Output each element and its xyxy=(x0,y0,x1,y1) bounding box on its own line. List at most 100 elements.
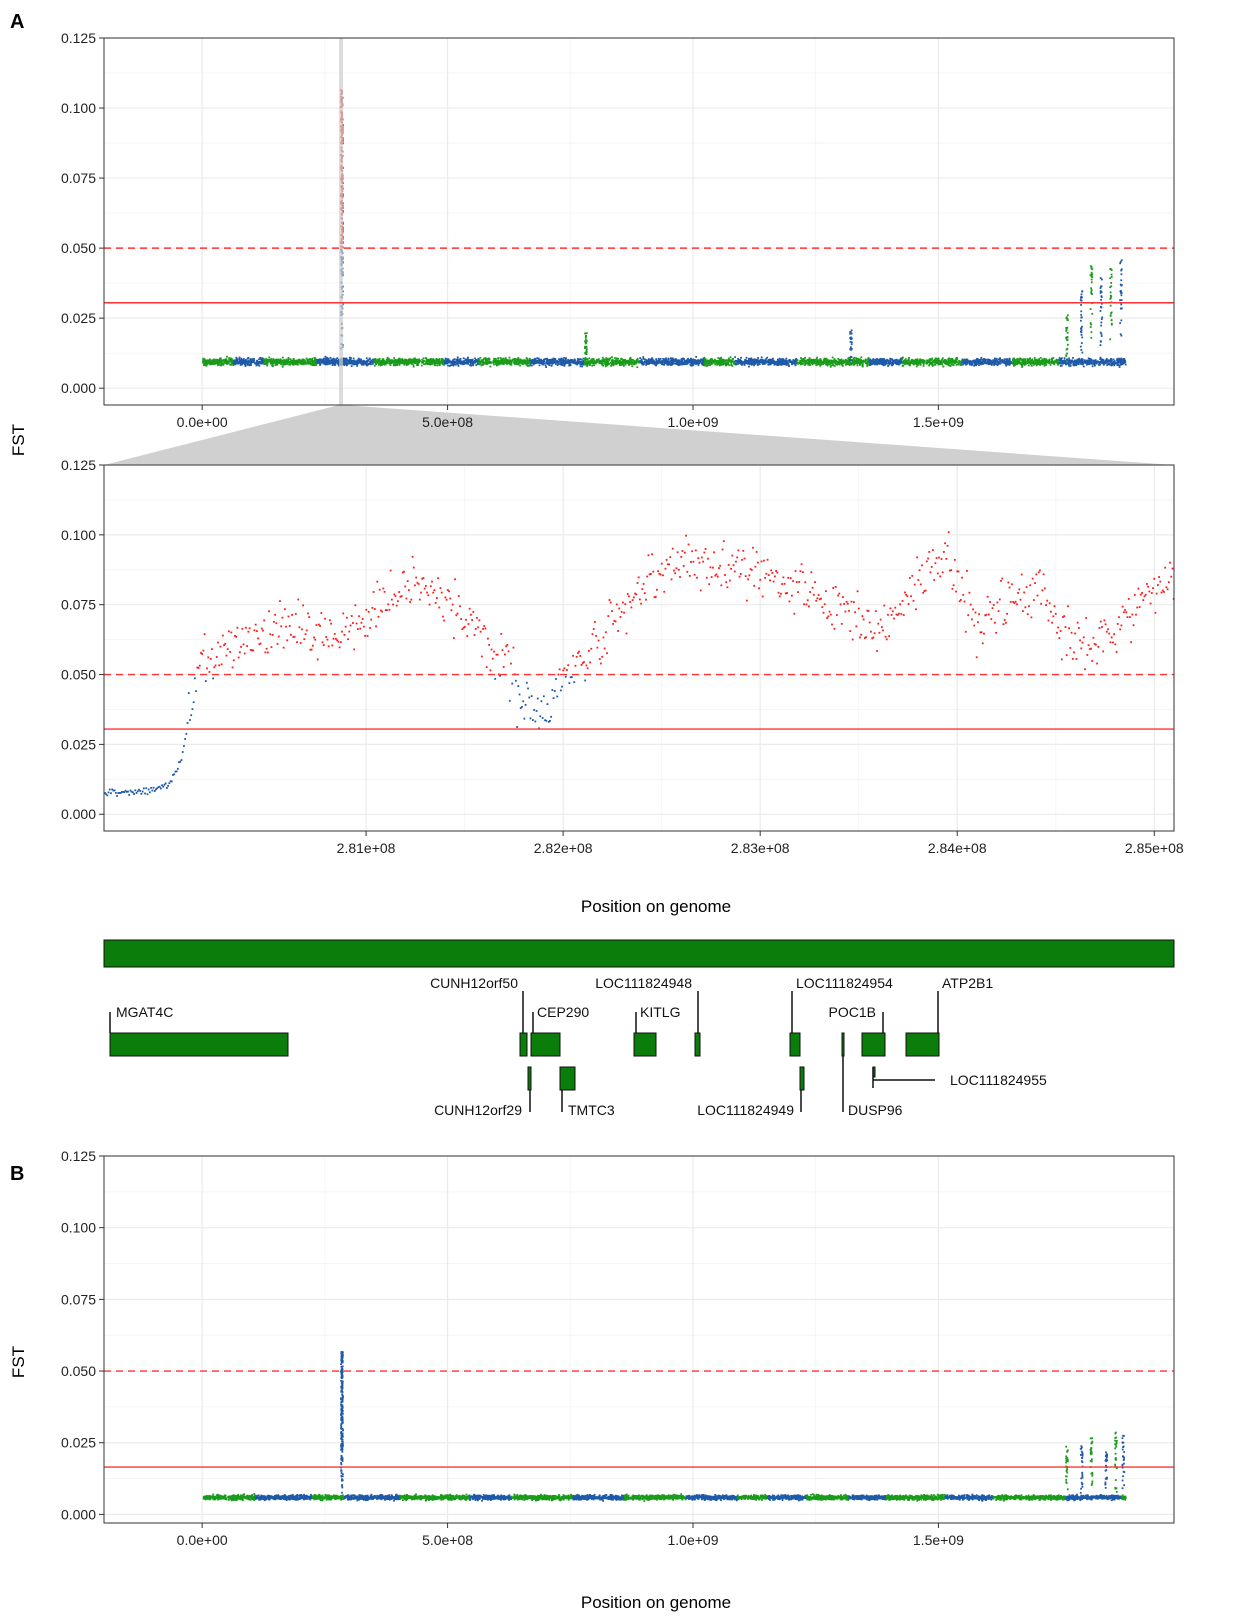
data-point xyxy=(1017,358,1019,360)
data-point xyxy=(838,363,840,365)
data-point xyxy=(995,362,997,364)
data-point xyxy=(639,360,641,362)
data-point xyxy=(602,365,604,367)
data-point xyxy=(472,359,474,361)
data-point xyxy=(353,364,355,366)
data-point xyxy=(383,358,385,360)
data-point xyxy=(744,363,746,365)
data-point xyxy=(595,363,597,365)
data-point xyxy=(489,361,491,363)
data-point xyxy=(240,364,242,366)
data-point xyxy=(326,362,328,364)
x-tick-label: 1.0e+09 xyxy=(667,414,718,430)
data-point xyxy=(887,360,889,362)
data-point xyxy=(1084,359,1086,361)
data-point xyxy=(584,362,586,364)
data-point xyxy=(487,362,489,364)
data-point xyxy=(1009,359,1011,361)
data-point xyxy=(695,356,697,358)
data-point xyxy=(914,360,916,362)
data-point xyxy=(536,360,538,362)
data-point xyxy=(349,362,351,364)
data-point xyxy=(1045,358,1047,360)
data-point xyxy=(519,365,521,367)
data-point xyxy=(1074,364,1076,366)
data-point xyxy=(1036,359,1038,361)
data-point xyxy=(704,364,706,366)
data-point xyxy=(399,363,401,365)
data-point xyxy=(1078,358,1080,360)
data-point xyxy=(1044,365,1046,367)
data-point xyxy=(349,357,351,359)
data-point xyxy=(526,362,528,364)
data-point xyxy=(437,364,439,366)
data-point xyxy=(645,362,647,364)
data-point xyxy=(506,362,508,364)
data-point xyxy=(394,362,396,364)
data-point xyxy=(479,357,481,359)
data-point xyxy=(1061,357,1063,359)
data-point xyxy=(489,366,491,368)
data-point xyxy=(610,365,612,367)
data-point xyxy=(1117,364,1119,366)
data-point xyxy=(233,359,235,361)
data-point xyxy=(425,363,427,365)
data-point xyxy=(795,361,797,363)
data-point xyxy=(667,364,669,366)
data-point xyxy=(353,358,355,360)
data-point xyxy=(523,361,525,363)
data-point xyxy=(334,364,336,366)
data-point xyxy=(936,361,938,363)
data-point xyxy=(427,360,429,362)
data-point xyxy=(722,362,724,364)
data-point xyxy=(367,360,369,362)
data-point xyxy=(1122,360,1124,362)
data-point xyxy=(345,363,347,365)
data-point xyxy=(855,357,857,359)
data-point xyxy=(222,362,224,364)
x-tick-label: 1.5e+09 xyxy=(913,414,964,430)
data-point xyxy=(887,365,889,367)
data-point xyxy=(298,359,300,361)
data-point xyxy=(748,366,750,368)
data-point xyxy=(843,359,845,361)
data-point xyxy=(706,365,708,367)
data-point xyxy=(527,360,529,362)
data-point xyxy=(447,360,449,362)
data-point xyxy=(390,361,392,363)
data-point xyxy=(529,361,531,363)
zoom-connector xyxy=(104,405,1174,465)
data-point xyxy=(265,358,267,360)
data-point xyxy=(1090,363,1092,365)
data-point xyxy=(1061,365,1063,367)
data-point xyxy=(543,362,545,364)
data-point xyxy=(220,365,222,367)
data-point xyxy=(632,359,634,361)
data-point xyxy=(603,360,605,362)
data-point xyxy=(730,360,732,362)
data-point xyxy=(386,359,388,361)
data-point xyxy=(1027,358,1029,360)
data-point xyxy=(261,359,263,361)
data-point xyxy=(1004,358,1006,360)
data-point xyxy=(565,358,567,360)
data-point xyxy=(691,363,693,365)
data-point xyxy=(998,360,1000,362)
data-point xyxy=(306,358,308,360)
data-point xyxy=(891,364,893,366)
data-point xyxy=(1012,359,1014,361)
data-point xyxy=(727,359,729,361)
data-point xyxy=(369,358,371,360)
data-point xyxy=(702,364,704,366)
data-point xyxy=(1040,357,1042,359)
data-point xyxy=(665,361,667,363)
data-point xyxy=(468,359,470,361)
data-point xyxy=(264,360,266,362)
data-point xyxy=(369,361,371,363)
data-point xyxy=(488,358,490,360)
data-point xyxy=(239,359,241,361)
data-point xyxy=(749,360,751,362)
data-point xyxy=(1032,359,1034,361)
data-point xyxy=(849,364,851,366)
